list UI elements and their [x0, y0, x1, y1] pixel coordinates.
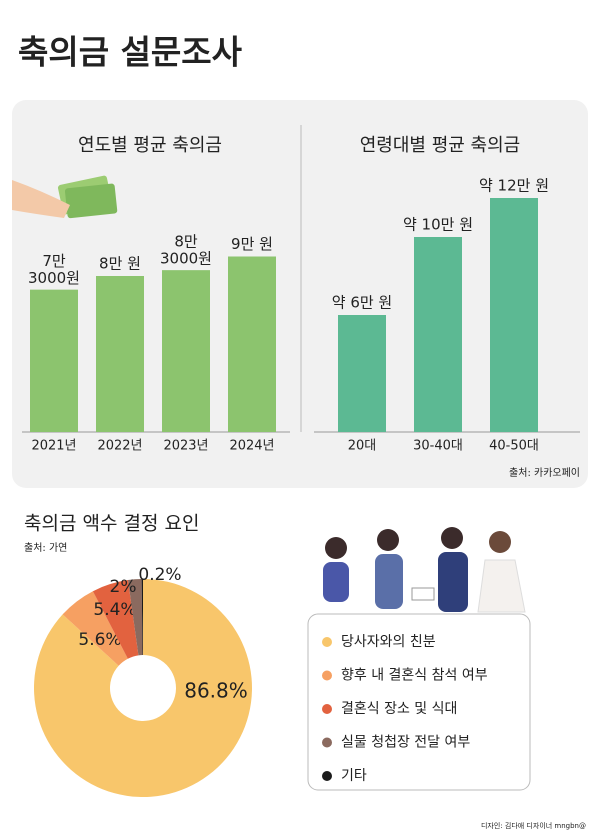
wedding-illustration — [323, 527, 526, 613]
legend-label: 향후 내 결혼식 참석 여부 — [341, 668, 488, 684]
credit: 디자인: 김다애 디자이너 mngbn@ — [481, 821, 586, 830]
x-tick-label: 2021년 — [31, 439, 76, 454]
value-label: 9만 원 — [231, 235, 273, 253]
legend-swatch — [322, 637, 332, 647]
legend-label: 결혼식 장소 및 식대 — [341, 701, 457, 717]
value-label: 7만 3000원 — [28, 252, 80, 287]
value-label: 8만 3000원 — [160, 232, 212, 267]
bar — [414, 237, 462, 432]
pie-slice — [62, 591, 128, 666]
value-label: 5.4% — [93, 600, 136, 620]
bar — [96, 276, 144, 432]
bar — [228, 256, 276, 432]
bar — [30, 289, 78, 432]
money-illustration — [12, 175, 118, 219]
bar — [162, 270, 210, 432]
value-label: 2% — [110, 577, 137, 597]
legend-swatch — [322, 737, 332, 748]
value-label: 5.6% — [78, 630, 121, 650]
pie-slice — [127, 579, 143, 656]
legend-box — [307, 613, 531, 791]
source: 출처: 가연 — [24, 542, 67, 554]
value-label: 약 10만 원 — [403, 216, 473, 234]
value-label: 약 12만 원 — [479, 177, 549, 195]
x-tick-label: 2023년 — [163, 439, 208, 454]
x-tick-label: 2022년 — [97, 439, 142, 454]
legend-swatch — [322, 771, 332, 781]
x-tick-label: 2024년 — [229, 439, 274, 454]
legend-label: 당사자와의 친분 — [341, 634, 436, 650]
pie-slice — [34, 579, 253, 798]
value-label: 8만 원 — [99, 255, 141, 273]
pie-slice — [141, 579, 143, 656]
legend-label: 기타 — [341, 768, 367, 784]
bar — [490, 198, 538, 432]
pie-slice — [92, 580, 139, 659]
x-tick-label: 40-50대 — [489, 439, 539, 454]
chart-title: 연도별 평균 축의금 — [78, 135, 222, 156]
source: 출처: 카카오페이 — [509, 467, 580, 479]
page-title: 축의금 설문조사 — [18, 33, 243, 72]
chart-title: 축의금 액수 결정 요인 — [24, 513, 199, 535]
legend-swatch — [322, 670, 332, 681]
value-label: 86.8% — [184, 679, 248, 703]
chart-title: 연령대별 평균 축의금 — [360, 135, 520, 156]
x-tick-label: 30-40대 — [413, 439, 463, 454]
legend-label: 실물 청첩장 전달 여부 — [341, 735, 470, 751]
bar — [338, 315, 386, 432]
value-label: 약 6만 원 — [332, 294, 392, 312]
value-label: 0.2% — [138, 565, 181, 585]
legend-swatch — [322, 704, 332, 714]
x-tick-label: 20대 — [348, 439, 377, 454]
